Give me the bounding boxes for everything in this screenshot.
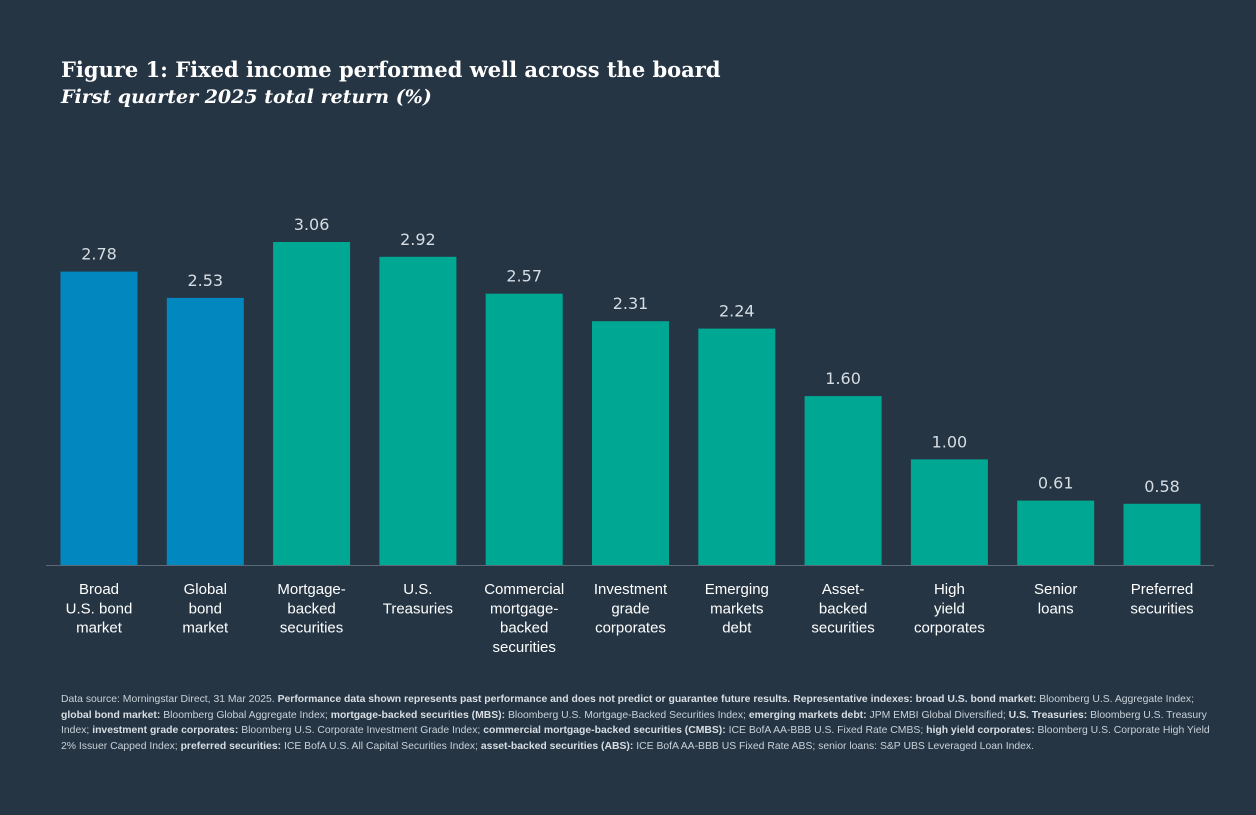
category-label-line: market <box>76 620 123 637</box>
bar-chart: 2.78 2.53 3.06 2.92 2.57 2.31 2.24 1.60 1.00 0.61… <box>46 215 1214 656</box>
footnote-segment: ICE BofA AA-BBB U.S. Fixed Rate CMBS; <box>728 725 927 736</box>
category-labels-layer: Broad U.S. bond market Global bond market Mort… <box>66 581 1194 656</box>
category-label-6: Investment grade corporates <box>594 581 668 637</box>
category-label-line: loans <box>1038 600 1074 617</box>
footnote-bold-segment: high yield corporates: <box>926 725 1038 736</box>
category-label-line: securities <box>280 620 343 637</box>
bar-10 <box>1017 500 1095 565</box>
footnote-bold-segment: U.S. Treasuries: <box>1008 709 1091 721</box>
value-label-8: 1.60 <box>825 369 861 388</box>
footnote-segment: Bloomberg U.S. Mortgage-Backed Securitie… <box>507 709 749 721</box>
bar-3 <box>273 242 351 565</box>
category-label-line: backed <box>500 620 548 637</box>
category-label-line: Broad <box>79 581 119 598</box>
footnote-segment: Bloomberg U.S. Corporate High Yield 2% I… <box>61 725 1210 752</box>
category-label-line: Preferred <box>1131 581 1194 598</box>
chart-subtitle: First quarter 2025 total return (%) <box>61 86 432 108</box>
footnote-segment: Data source: Morningstar Direct, 31 Mar … <box>61 694 278 705</box>
value-label-7: 2.24 <box>719 302 755 321</box>
category-label-11: Preferred securities <box>1130 581 1193 617</box>
category-label-line: U.S. <box>403 581 432 598</box>
category-label-line: securities <box>1130 600 1193 617</box>
category-label-line: Commercial <box>484 581 564 598</box>
category-label-line: grade <box>611 600 649 617</box>
footnote-bold-segment: global bond market: <box>61 709 164 721</box>
category-label-line: corporates <box>914 620 985 637</box>
bar-9 <box>910 459 988 565</box>
value-label-5: 2.57 <box>506 267 542 286</box>
category-label-3: Mortgage-backed securities <box>277 581 345 637</box>
category-label-line: markets <box>710 600 763 617</box>
footnote-bold-segment: asset-backed securities (ABS): <box>480 740 637 752</box>
footnote-bold-segment: commercial mortgage-backed securities (C… <box>483 725 729 736</box>
category-label-line: Investment <box>594 581 668 598</box>
value-label-6: 2.31 <box>613 294 649 313</box>
bar-2 <box>166 297 244 565</box>
category-label-line: Asset- <box>822 581 865 598</box>
category-label-line: Treasuries <box>383 600 453 617</box>
category-label-line: Global <box>184 581 227 598</box>
bar-8 <box>804 396 882 565</box>
bar-1 <box>60 271 138 565</box>
footnote-segment: Bloomberg U.S. Treasury Index; <box>61 709 1207 737</box>
category-label-2: Global bond market <box>182 581 229 637</box>
footnote-segment: Bloomberg U.S. Aggregate Index; <box>1039 694 1194 705</box>
category-label-line: backed <box>819 600 867 617</box>
footnote-segment: ICE BofA AA-BBB US Fixed Rate ABS; senio… <box>636 740 1034 752</box>
value-label-3: 3.06 <box>294 215 330 234</box>
category-label-line: Mortgage- <box>277 581 345 598</box>
category-label-line: debt <box>722 620 752 637</box>
category-label-4: U.S. Treasuries <box>383 581 453 617</box>
value-labels-layer: 2.78 2.53 3.06 2.92 2.57 2.31 2.24 1.60 1.00 0.61… <box>81 215 1180 496</box>
footnote-bold-segment: Performance data shown represents past p… <box>277 694 1040 705</box>
value-label-11: 0.58 <box>1144 477 1180 496</box>
category-label-line: mortgage- <box>490 600 558 617</box>
value-label-2: 2.53 <box>187 271 223 290</box>
value-label-1: 2.78 <box>81 245 117 264</box>
bar-7 <box>698 328 776 565</box>
value-label-10: 0.61 <box>1038 474 1074 493</box>
category-label-line: corporates <box>595 620 666 637</box>
category-label-line: market <box>182 620 229 637</box>
category-label-line: securities <box>493 639 556 656</box>
category-label-10: Senior loans <box>1034 581 1077 617</box>
category-label-8: Asset-backed securities <box>811 581 874 637</box>
bars-layer <box>60 242 1201 565</box>
value-label-9: 1.00 <box>932 432 968 451</box>
chart-title: Figure 1: Fixed income performed well ac… <box>61 57 721 82</box>
category-label-5: Commercial mortgage-backed securities <box>484 581 564 656</box>
category-label-line: bond <box>189 600 222 617</box>
category-label-9: High yield corporates <box>914 581 985 637</box>
category-label-1: Broad U.S. bond market <box>66 581 133 637</box>
footnote-bold-segment: emerging markets debt: <box>748 709 870 721</box>
value-label-4: 2.92 <box>400 230 436 249</box>
footnote-bold-segment: investment grade corporates: <box>92 725 242 736</box>
footnote-segment: JPM EMBI Global Diversified; <box>869 709 1009 721</box>
category-label-7: Emerging markets debt <box>705 581 769 637</box>
footnote-segment: Bloomberg Global Aggregate Index; <box>163 709 331 721</box>
category-label-line: Senior <box>1034 581 1077 598</box>
category-label-line: yield <box>934 600 965 617</box>
category-label-line: Emerging <box>705 581 769 598</box>
footnote-segment: Bloomberg U.S. Corporate Investment Grad… <box>241 725 484 736</box>
footnote-segment: ICE BofA U.S. All Capital Securities Ind… <box>283 740 481 752</box>
footnote-bold-segment: mortgage-backed securities (MBS): <box>330 709 508 721</box>
category-label-line: securities <box>811 620 874 637</box>
bar-5 <box>485 293 563 565</box>
footnote-bold-segment: preferred securities: <box>180 740 284 752</box>
bar-11 <box>1123 503 1201 565</box>
category-label-line: High <box>934 581 965 598</box>
category-label-line: backed <box>287 600 335 617</box>
bar-4 <box>379 256 457 565</box>
footnote: Data source: Morningstar Direct, 31 Mar … <box>61 692 1211 754</box>
bar-6 <box>592 321 669 565</box>
category-label-line: U.S. bond <box>66 600 133 617</box>
